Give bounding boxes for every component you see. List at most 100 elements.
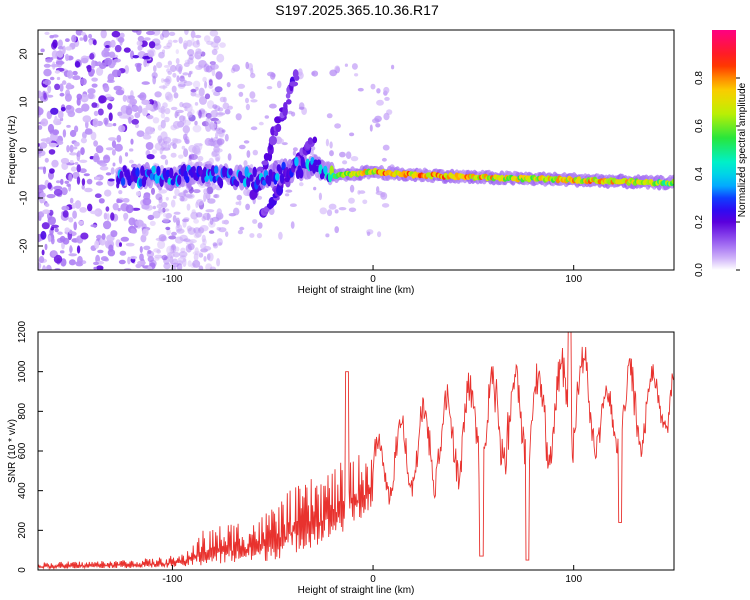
noise-speck	[74, 125, 79, 133]
noise-speck	[250, 126, 258, 131]
noise-speck	[266, 86, 273, 90]
noise-speck	[80, 78, 87, 86]
noise-speck	[208, 79, 213, 86]
noise-speck	[110, 167, 115, 175]
noise-speck	[164, 116, 170, 123]
noise-speck	[164, 77, 171, 87]
noise-speck	[47, 216, 56, 225]
noise-speck	[104, 57, 113, 66]
branch-blob	[285, 92, 291, 99]
noise-speck	[173, 92, 179, 99]
noise-speck	[204, 81, 208, 89]
noise-speck	[232, 64, 240, 72]
noise-speck	[87, 203, 93, 212]
noise-speck	[77, 150, 81, 157]
noise-speck	[250, 99, 258, 103]
ridge-blob	[278, 167, 283, 175]
noise-speck	[329, 141, 333, 149]
noise-speck	[164, 208, 170, 212]
noise-speck	[146, 30, 155, 36]
spectrogram-x-label: Height of straight line (km)	[298, 285, 415, 296]
noise-speck	[145, 103, 154, 111]
noise-speck	[69, 160, 74, 164]
noise-speck	[76, 93, 83, 101]
noise-speck	[68, 217, 74, 223]
noise-speck	[139, 246, 143, 253]
noise-speck	[44, 243, 48, 251]
spectrogram-y-tick-label: -20	[19, 238, 30, 253]
noise-speck	[245, 61, 249, 70]
noise-speck	[201, 234, 206, 243]
noise-speck	[209, 30, 219, 37]
noise-speck	[194, 120, 198, 126]
ridge-blob	[151, 165, 156, 174]
spectrogram-y-tick-label: -10	[19, 190, 30, 205]
noise-speck	[142, 134, 152, 140]
noise-speck	[146, 154, 155, 160]
ridge-blob	[671, 178, 674, 184]
spectrogram-x-tick-label: 0	[370, 274, 376, 285]
noise-speck	[141, 81, 150, 85]
noise-speck	[101, 49, 109, 58]
noise-speck	[211, 48, 218, 56]
noise-speck	[90, 224, 97, 228]
noise-speck	[47, 182, 52, 190]
noise-speck	[43, 63, 51, 68]
noise-speck	[193, 189, 201, 194]
noise-speck	[252, 219, 258, 224]
noise-speck	[192, 259, 201, 268]
noise-speck	[164, 159, 169, 166]
noise-speck	[216, 258, 221, 267]
noise-speck	[219, 42, 226, 48]
noise-speck	[69, 152, 78, 156]
noise-speck	[131, 118, 139, 125]
noise-speck	[142, 107, 148, 117]
noise-speck	[162, 102, 168, 109]
noise-speck	[205, 65, 213, 73]
noise-speck	[199, 225, 209, 232]
noise-speck	[188, 71, 192, 75]
spectrogram-x-tick-label: -100	[162, 274, 182, 285]
noise-speck	[172, 39, 178, 43]
noise-speck	[108, 112, 113, 122]
branch-blob	[273, 130, 279, 137]
noise-speck	[148, 41, 156, 49]
noise-speck	[238, 144, 246, 150]
noise-speck	[326, 209, 333, 217]
noise-speck	[51, 250, 57, 257]
spectrogram-y-tick-label: 20	[19, 48, 30, 60]
noise-speck	[130, 255, 138, 260]
noise-speck	[199, 96, 207, 105]
noise-speck	[187, 111, 193, 118]
noise-speck	[99, 166, 109, 171]
ridge-blob	[156, 165, 161, 176]
noise-speck	[93, 261, 99, 266]
noise-speck	[349, 132, 355, 137]
noise-speck	[208, 230, 215, 234]
noise-speck	[264, 115, 269, 119]
noise-speck	[156, 61, 163, 69]
noise-speck	[167, 70, 172, 75]
noise-speck	[188, 239, 197, 244]
noise-speck	[43, 68, 52, 77]
snr-frame	[37, 331, 675, 571]
noise-speck	[38, 143, 41, 147]
noise-speck	[238, 91, 244, 97]
noise-speck	[98, 198, 105, 204]
noise-speck	[209, 266, 216, 270]
ridge-blob	[214, 165, 219, 174]
noise-speck	[185, 244, 192, 253]
noise-speck	[168, 235, 177, 240]
noise-speck	[269, 103, 277, 109]
noise-speck	[65, 104, 72, 110]
noise-speck	[117, 111, 123, 117]
noise-speck	[157, 240, 166, 250]
noise-speck	[164, 140, 170, 150]
noise-speck	[281, 142, 288, 146]
noise-speck	[284, 193, 290, 197]
noise-speck	[111, 149, 116, 156]
noise-speck	[44, 79, 52, 86]
branch-blob	[261, 160, 269, 166]
noise-speck	[54, 227, 59, 233]
noise-speck	[203, 193, 207, 202]
